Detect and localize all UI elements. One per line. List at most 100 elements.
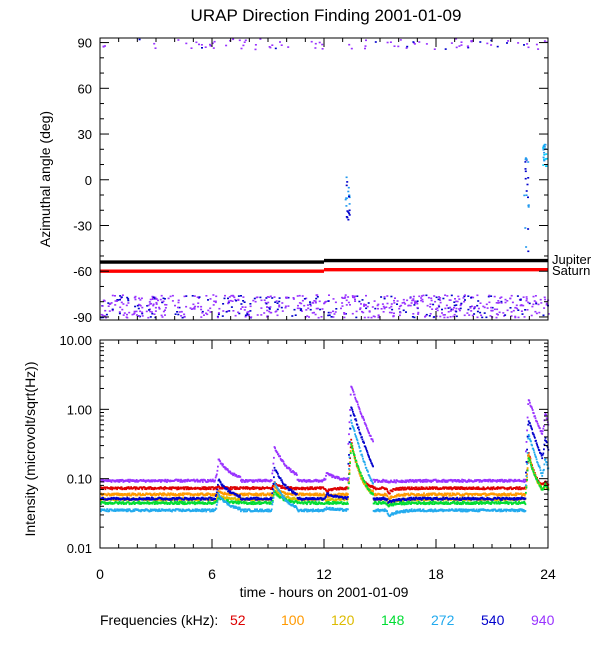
- azimuth-point: [136, 304, 139, 307]
- intensity-point: [296, 508, 299, 511]
- azimuth-point: [152, 296, 155, 299]
- azimuth-point: [217, 312, 220, 314]
- intensity-point: [118, 494, 121, 497]
- intensity-point: [213, 494, 216, 496]
- intensity-point: [440, 509, 443, 512]
- azimuth-point: [162, 297, 165, 300]
- intensity-point: [271, 486, 274, 489]
- intensity-point: [306, 492, 308, 495]
- intensity-point: [263, 487, 265, 489]
- intensity-point: [181, 501, 183, 503]
- azimuth-point: [444, 307, 447, 310]
- azimuth-point: [296, 307, 299, 310]
- intensity-point: [323, 494, 326, 497]
- intensity-point: [400, 503, 403, 506]
- intensity-point: [112, 492, 115, 495]
- azimuth-point: [405, 47, 408, 49]
- azimuth-point: [134, 305, 137, 308]
- azimuth-point: [174, 313, 177, 315]
- azimuth-point: [435, 308, 437, 310]
- intensity-point: [336, 502, 339, 505]
- azimuth-point: [421, 295, 423, 297]
- intensity-point: [115, 492, 118, 495]
- intensity-point: [432, 510, 435, 513]
- azimuth-point: [542, 314, 545, 317]
- intensity-point: [284, 491, 286, 494]
- azimuth-point: [454, 298, 456, 300]
- series-100-khz: [100, 442, 550, 500]
- azimuth-point: [233, 296, 236, 299]
- intensity-point: [232, 500, 235, 503]
- intensity-point: [154, 501, 157, 503]
- intensity-point: [361, 455, 364, 458]
- intensity-point: [407, 502, 410, 505]
- intensity-point: [448, 493, 451, 496]
- intensity-point: [117, 509, 120, 512]
- intensity-point: [504, 494, 507, 497]
- azimuth-point: [148, 301, 151, 303]
- intensity-point: [466, 492, 469, 495]
- azimuth-point: [180, 311, 183, 313]
- azimuth-point: [291, 315, 294, 317]
- azimuth-point: [525, 298, 528, 300]
- intensity-point: [178, 503, 181, 505]
- azimuth-point: [449, 310, 452, 312]
- azimuth-point: [377, 316, 380, 319]
- azimuth-point: [214, 301, 217, 304]
- intensity-point: [349, 450, 352, 452]
- intensity-point: [319, 492, 321, 495]
- azimuth-point: [100, 316, 103, 319]
- intensity-point: [137, 492, 140, 495]
- azimuth-point: [315, 307, 318, 310]
- intensity-point: [319, 509, 321, 511]
- azimuth-point: [309, 301, 311, 303]
- azimuth-point: [238, 312, 241, 315]
- intensity-point: [462, 502, 465, 505]
- intensity-point: [228, 494, 230, 496]
- azimuth-point: [463, 295, 466, 298]
- intensity-point: [116, 494, 118, 496]
- intensity-point: [233, 501, 236, 504]
- azimuth-point: [332, 316, 335, 318]
- intensity-point: [447, 510, 450, 512]
- azimuth-point: [228, 310, 231, 312]
- azimuth-point: [381, 303, 384, 305]
- intensity-point: [290, 493, 293, 496]
- intensity-point: [296, 501, 298, 503]
- intensity-point: [184, 501, 186, 503]
- azimuth-point: [181, 316, 184, 319]
- azimuth-point: [528, 302, 531, 305]
- azimuth-point: [393, 299, 395, 302]
- intensity-point: [155, 502, 158, 505]
- intensity-point: [355, 463, 358, 465]
- intensity-point: [156, 501, 158, 503]
- intensity-point: [408, 487, 410, 490]
- azimuth-point: [128, 311, 131, 314]
- azimuth-point: [327, 311, 330, 314]
- azimuth-point: [162, 310, 165, 313]
- intensity-point: [163, 501, 166, 504]
- intensity-point: [163, 492, 166, 495]
- intensity-point: [114, 486, 117, 489]
- intensity-point: [291, 494, 294, 496]
- azimuth-point: [163, 298, 166, 300]
- event-point: [345, 197, 348, 199]
- intensity-point: [252, 486, 255, 488]
- intensity-point: [194, 508, 197, 511]
- intensity-point: [196, 508, 199, 511]
- intensity-point: [132, 508, 135, 511]
- azimuth-point: [444, 294, 447, 296]
- azimuth-point: [442, 297, 445, 300]
- intensity-point: [270, 494, 273, 497]
- intensity-point: [150, 488, 153, 490]
- intensity-point: [530, 464, 532, 466]
- azimuth-point: [424, 316, 426, 318]
- intensity-point: [330, 488, 332, 490]
- intensity-point: [302, 494, 305, 497]
- azimuth-point: [358, 300, 361, 303]
- intensity-point: [166, 503, 169, 505]
- intensity-point: [149, 508, 152, 511]
- azimuth-point: [125, 304, 128, 307]
- intensity-point: [296, 502, 299, 505]
- azimuth-point: [476, 310, 479, 313]
